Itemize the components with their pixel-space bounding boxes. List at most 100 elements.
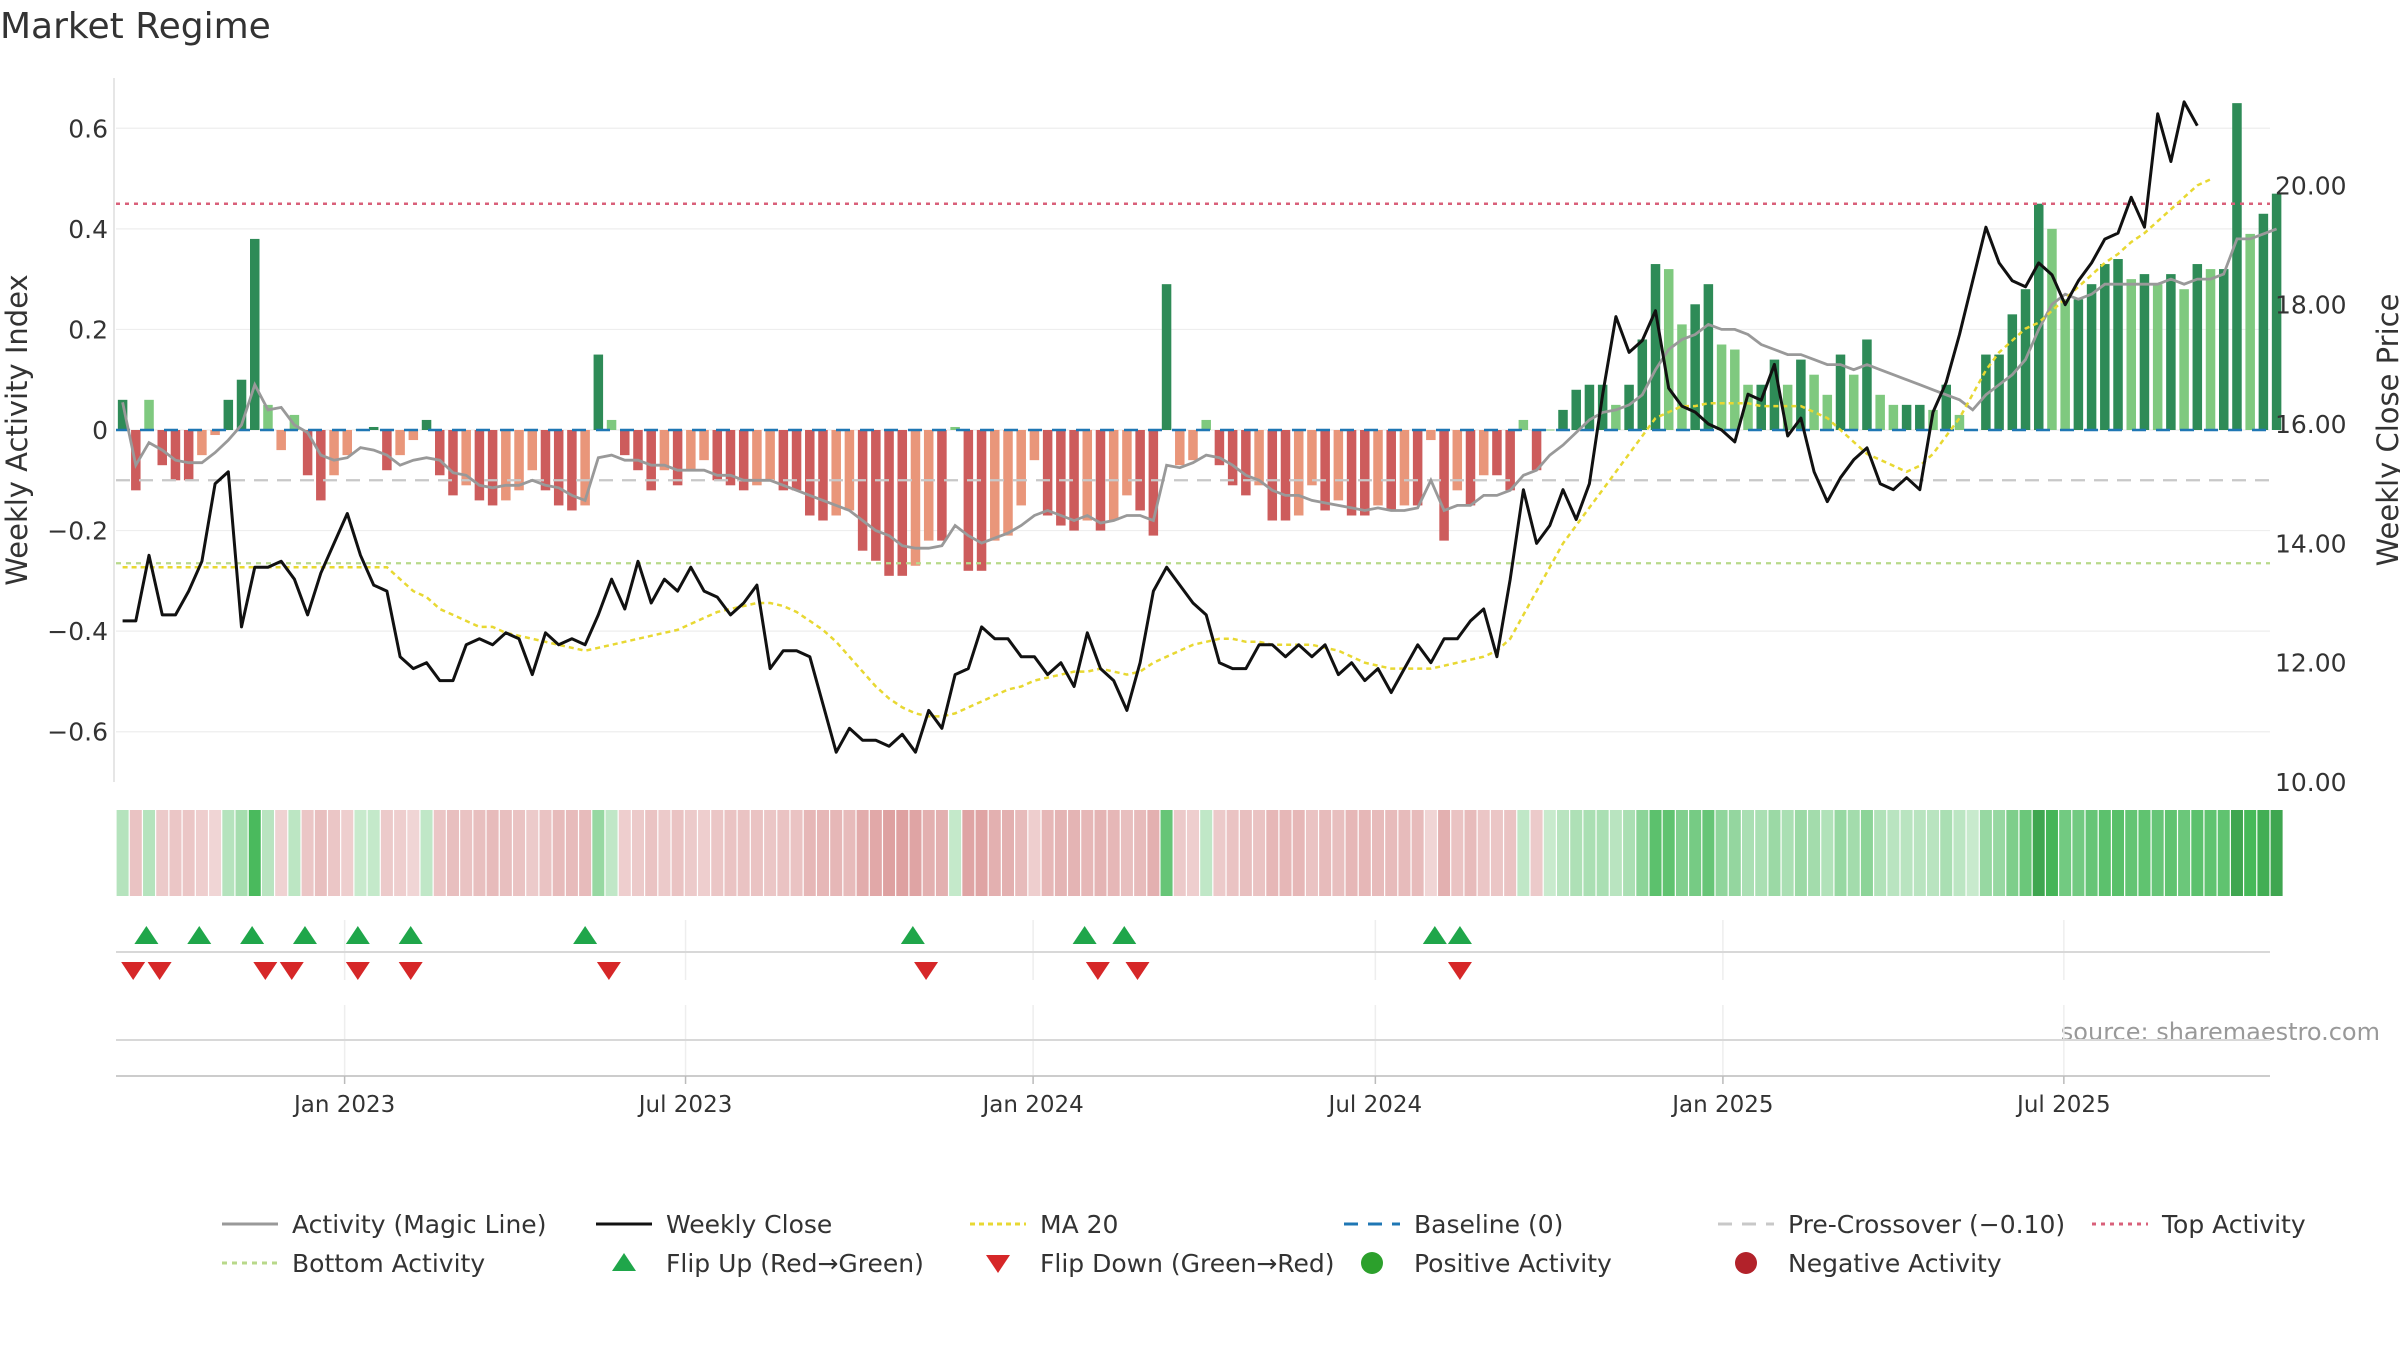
activity-bar-98 [1412,430,1423,506]
flip-down-marker-7 [914,962,939,980]
activity-bar-67 [1003,430,1013,536]
heat-cell-17 [341,810,354,896]
activity-bar-100 [1439,430,1449,541]
heat-cell-143 [2006,810,2019,896]
flip-up-marker-8 [1072,926,1097,944]
heat-cell-81 [1186,810,1199,896]
activity-bar-13 [289,414,300,430]
heat-cell-56 [856,810,869,896]
heat-cell-102 [1464,810,1477,896]
heat-cell-50 [777,810,790,896]
activity-bar-136 [1915,404,1925,430]
chart-title: Market Regime [0,6,271,47]
heat-cell-71 [1054,810,1067,896]
activity-bar-74 [1095,430,1106,531]
activity-bar-158 [2205,269,2216,430]
heat-cell-135 [1900,810,1913,896]
activity-bar-160 [2232,103,2242,430]
activity-bar-159 [2218,269,2229,430]
x-tick-label-0: Jan 2023 [292,1092,395,1118]
heat-cell-95 [1372,810,1385,896]
activity-bar-132 [1862,339,1872,430]
activity-bar-102 [1465,430,1476,506]
activity-bar-112 [1597,384,1608,430]
activity-bar-162 [2258,213,2269,430]
heat-cell-13 [288,810,301,896]
heat-cell-61 [922,810,935,896]
activity-bar-55 [844,430,855,511]
activity-bar-4 [170,430,181,481]
heat-cell-9 [235,810,248,896]
activity-bar-22 [408,430,419,441]
activity-bar-115 [1637,339,1648,430]
heat-cell-114 [1623,810,1636,896]
heat-cell-22 [407,810,420,896]
heat-cell-74 [1094,810,1107,896]
heat-cell-118 [1675,810,1688,896]
activity-bar-141 [1981,354,1991,430]
activity-bar-104 [1492,430,1502,476]
activity-bar-62 [937,430,947,541]
heat-cell-35 [579,810,592,896]
heat-cell-148 [2072,810,2085,896]
heat-cell-20 [380,810,393,896]
heat-cell-120 [1702,810,1715,896]
left-tick-label-3: 0 [92,416,108,445]
activity-bar-14 [302,430,313,476]
heat-cell-41 [658,810,671,896]
activity-bar-134 [1888,404,1899,430]
activity-bar-73 [1082,430,1093,521]
heat-cell-46 [724,810,737,896]
activity-bar-32 [540,430,551,491]
heat-cell-38 [618,810,631,896]
activity-bar-151 [2113,259,2123,430]
activity-bar-150 [2100,264,2110,430]
activity-bar-125 [1769,359,1780,430]
heat-cell-65 [975,810,988,896]
activity-bar-130 [1835,354,1846,430]
activity-bar-119 [1690,304,1700,430]
activity-bar-33 [553,430,564,506]
heat-cell-42 [671,810,684,896]
magic-line-series [121,227,2278,550]
activity-bar-149 [2086,284,2097,430]
heat-cell-0 [116,810,129,896]
activity-bar-120 [1703,284,1714,430]
heat-cell-37 [605,810,618,896]
heat-cell-112 [1596,810,1609,896]
activity-bar-138 [1941,384,1951,430]
x-tick-label-4: Jan 2025 [1670,1092,1773,1118]
heat-cell-144 [2019,810,2032,896]
heat-cell-7 [209,810,222,896]
activity-bar-9 [236,379,247,430]
activity-bar-6 [197,430,207,456]
activity-bar-114 [1624,384,1634,430]
right-tick-label-2: 14.00 [2275,529,2347,558]
activity-bar-107 [1531,430,1542,471]
heat-cell-109 [1557,810,1570,896]
activity-bar-88 [1280,430,1291,521]
flip-down-marker-0 [121,962,146,980]
heat-cell-44 [698,810,711,896]
left-tick-label-2: −0.2 [47,517,108,546]
activity-bar-52 [805,430,815,516]
heat-cell-28 [486,810,499,896]
legend-label-baseline: Baseline (0) [1414,1210,1563,1239]
activity-bar-57 [871,430,881,561]
activity-bar-43 [686,430,696,471]
activity-bar-71 [1056,430,1066,526]
flip-up-marker-11 [1447,926,1472,944]
activity-bar-147 [2060,299,2070,430]
activity-bar-152 [2126,279,2136,430]
legend-item-top: Top Activity [2092,1210,2306,1239]
heat-cell-122 [1728,810,1741,896]
activity-bars [117,103,2282,576]
y-axis-left-label: Weekly Activity Index [0,274,34,585]
activity-bar-45 [712,430,723,481]
flip-up-marker-4 [345,926,370,944]
heat-cell-98 [1411,810,1424,896]
heat-cell-82 [1200,810,1213,896]
heat-cell-129 [1821,810,1834,896]
activity-bar-110 [1571,389,1581,430]
activity-bar-8 [223,399,234,430]
